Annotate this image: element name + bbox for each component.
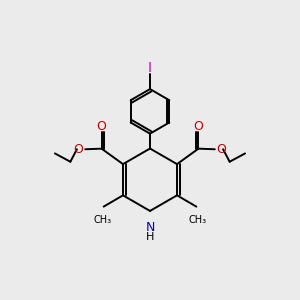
- Text: I: I: [148, 61, 152, 75]
- Text: CH₃: CH₃: [189, 215, 207, 225]
- Text: N: N: [145, 221, 155, 234]
- Text: O: O: [216, 143, 226, 156]
- Text: CH₃: CH₃: [93, 215, 111, 225]
- Text: H: H: [146, 232, 154, 242]
- Text: O: O: [97, 121, 106, 134]
- Text: O: O: [74, 143, 84, 156]
- Text: O: O: [194, 121, 203, 134]
